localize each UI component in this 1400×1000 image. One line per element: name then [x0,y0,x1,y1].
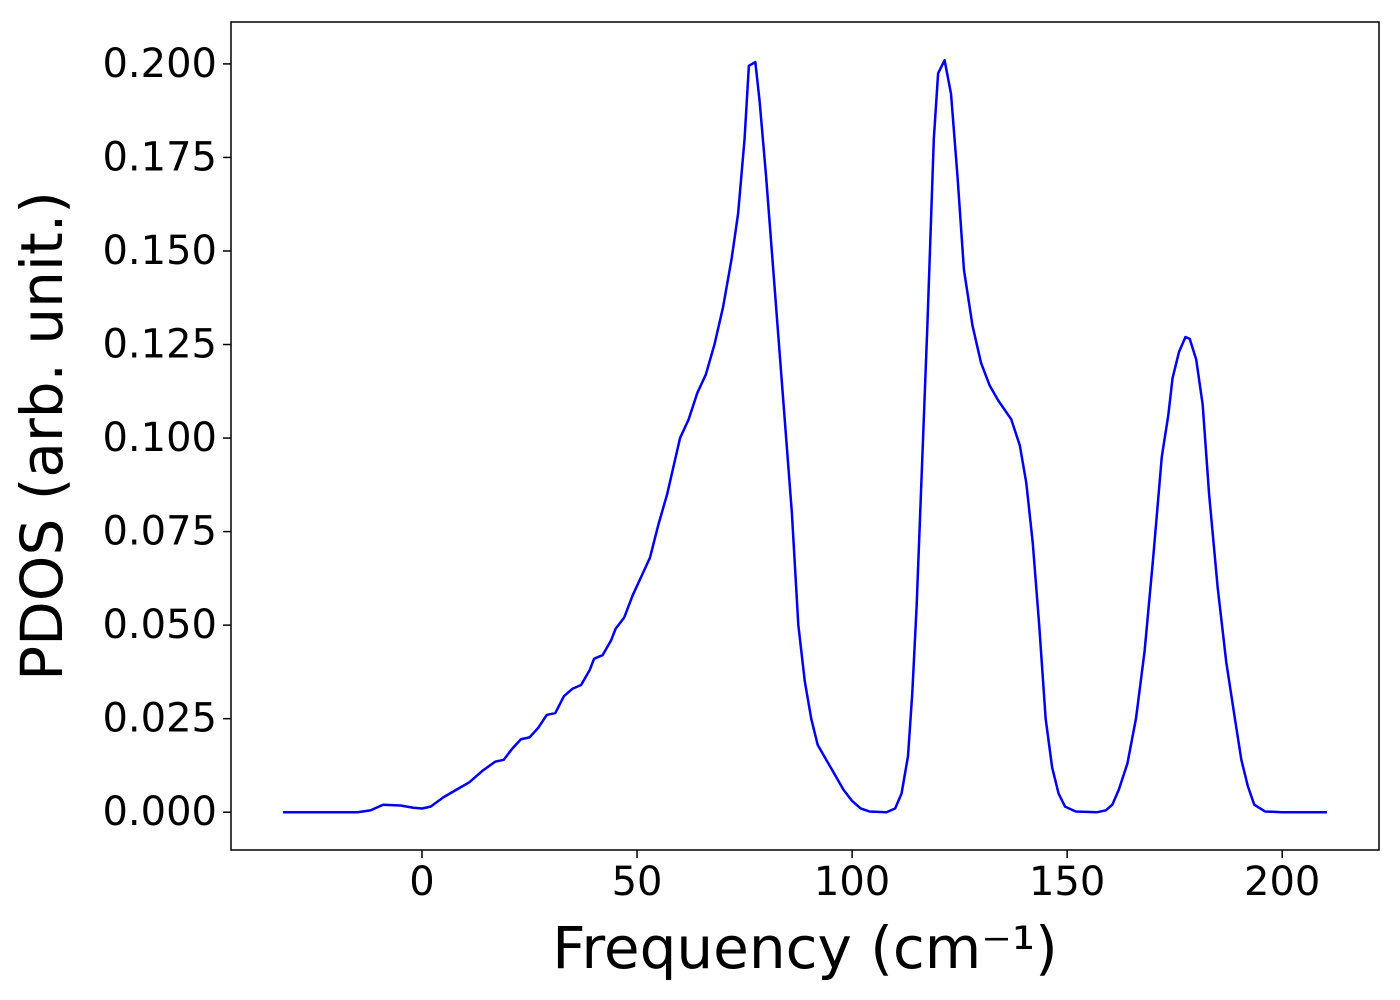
x-tick-label: 150 [1029,859,1105,905]
y-tick-label: 0.075 [102,509,217,555]
y-tick-label: 0.175 [102,134,217,180]
data-line [283,58,1327,814]
y-tick-label: 0.150 [102,228,217,274]
x-tick-label: 200 [1244,859,1320,905]
x-tick-label: 0 [409,859,434,905]
plot-frame [230,21,1380,851]
y-tick-label: 0.200 [102,41,217,87]
y-tick-label: 0.025 [102,696,217,742]
y-tick-label: 0.000 [102,789,217,835]
x-axis-label: Frequency (cm⁻¹) [552,914,1058,982]
x-tick-label: 50 [612,859,663,905]
y-tick-label: 0.125 [102,322,217,368]
x-tick-label: 100 [814,859,890,905]
y-tick-label: 0.050 [102,602,217,648]
y-axis-label: PDOS (arb. unit.) [8,191,76,681]
y-tick-label: 0.100 [102,415,217,461]
